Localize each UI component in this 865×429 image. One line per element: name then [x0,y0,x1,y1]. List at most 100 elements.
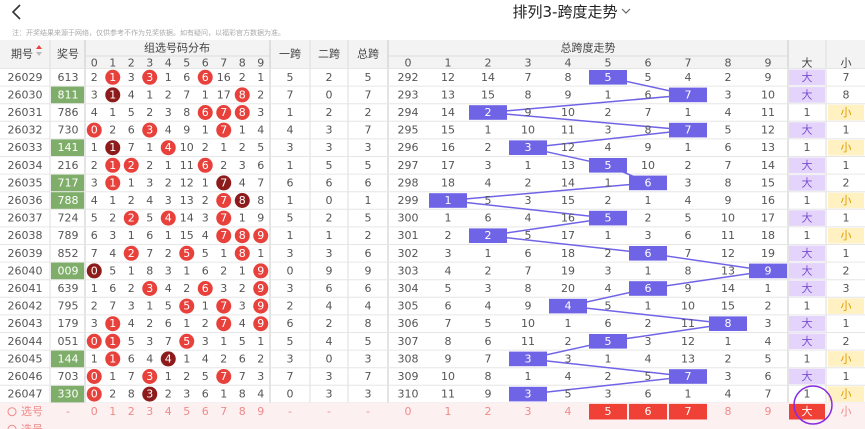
dist-header: 组选号码分布 [144,41,210,55]
dist-omission: 2 [146,317,153,330]
trend-omission: 9 [525,300,532,313]
trend-hit-bg [589,210,627,226]
kua1: 4 [287,124,294,137]
select-trend[interactable]: 7 [685,405,692,418]
kua: 5 [365,159,372,172]
dist-omission: 1 [220,388,227,401]
small: 8 [843,88,850,101]
trend-omission: 293 [398,88,419,101]
select-trend[interactable]: 9 [765,405,772,418]
small: 3 [843,282,850,295]
sort-down[interactable] [36,52,42,56]
dist-ball [142,281,158,296]
small-header: 小 [841,57,852,70]
select-trend[interactable]: 2 [485,405,492,418]
dist-omission: 2 [109,212,116,225]
dist-omission: 3 [220,282,227,295]
kua1: 5 [287,212,294,225]
issue: 26041 [8,282,43,295]
trend-omission: 295 [398,124,419,137]
select-trend[interactable]: 6 [645,405,652,418]
trend-omission: 4 [605,141,612,154]
trend-omission: 6 [605,317,612,330]
big: 大 [802,70,813,84]
dist-digit-header: 6 [202,57,209,70]
select-dist[interactable]: 1 [109,405,116,418]
select-trend[interactable]: 4 [565,405,572,418]
select-dist[interactable]: 5 [183,405,190,418]
trend-omission: 1 [685,106,692,119]
select-dist[interactable]: 8 [239,405,246,418]
select-dist[interactable]: 9 [257,405,264,418]
dist-omission: 1 [202,124,209,137]
big-header: 大 [802,56,813,70]
dist-digit-header: 3 [146,57,153,70]
trend-omission: 4 [605,282,612,295]
select-dist[interactable]: 0 [91,405,98,418]
select-dist[interactable]: 4 [165,405,172,418]
dist-omission: 4 [202,352,209,365]
sort-up[interactable] [36,45,42,49]
select-trend[interactable]: 3 [525,405,532,418]
select-big[interactable]: 大 [802,404,813,418]
select-trend[interactable]: 0 [405,405,412,418]
select-dist[interactable]: 7 [220,405,227,418]
kua2: 6 [326,176,333,189]
trend-omission: 15 [721,300,735,313]
trend-omission: 2 [485,264,492,277]
select-small[interactable]: 小 [841,405,852,418]
big-hit-bg [789,122,825,138]
select-dist[interactable]: 6 [202,405,209,418]
trend-omission: 301 [398,229,419,242]
select-dist[interactable]: 3 [146,405,153,418]
dist-hit: 1 [109,159,116,172]
big: 1 [804,141,811,154]
dist-hit: 3 [146,370,153,383]
dist-ball [234,228,250,244]
dist-ball [197,281,213,296]
dist-omission: 1 [91,282,98,295]
trend-omission: 4 [485,176,492,189]
issue: 26044 [8,335,43,348]
trend-hit-bg [429,193,467,208]
trend-omission: 9 [645,141,652,154]
dist-omission: 4 [146,352,153,365]
dist-hit: 3 [146,124,153,137]
trend-hit-bg [509,386,547,402]
kua2: 2 [326,71,333,84]
trend-omission: 3 [445,247,452,260]
back-button[interactable] [11,4,21,20]
select-trend[interactable]: 5 [605,405,612,418]
trend-hit-bg [549,298,587,314]
dist-hit: 2 [128,247,135,260]
small: 小 [841,106,852,119]
dist-hit: 3 [146,388,153,401]
dist-omission: 3 [239,159,246,172]
select-dist[interactable]: 2 [128,405,135,418]
select-trend[interactable]: 8 [725,405,732,418]
trend-omission: 12 [561,141,575,154]
dist-omission: 10 [180,141,194,154]
trend-hit-bg [669,369,707,384]
trend-line [527,375,689,395]
dist-omission: 3 [91,176,98,189]
trend-omission: 304 [398,282,419,295]
dist-omission: 2 [146,106,153,119]
kua: 7 [365,88,372,101]
trend-omission: 14 [761,159,775,172]
dist-hit: 7 [220,229,227,242]
dist-omission: 5 [165,300,172,313]
trend-omission: 308 [398,352,419,365]
trend-omission: 11 [681,317,695,330]
issue: 26039 [8,247,43,260]
small: 1 [843,124,850,137]
small-hit-bg [828,139,864,156]
trend-omission: 1 [485,124,492,137]
kua1: 7 [287,370,294,383]
title-dropdown[interactable] [621,8,631,14]
dist-omission: 4 [146,194,153,207]
big: 1 [804,300,811,313]
select-trend[interactable]: 1 [445,405,452,418]
dist-omission: 2 [183,370,190,383]
dist-omission: 3 [183,388,190,401]
